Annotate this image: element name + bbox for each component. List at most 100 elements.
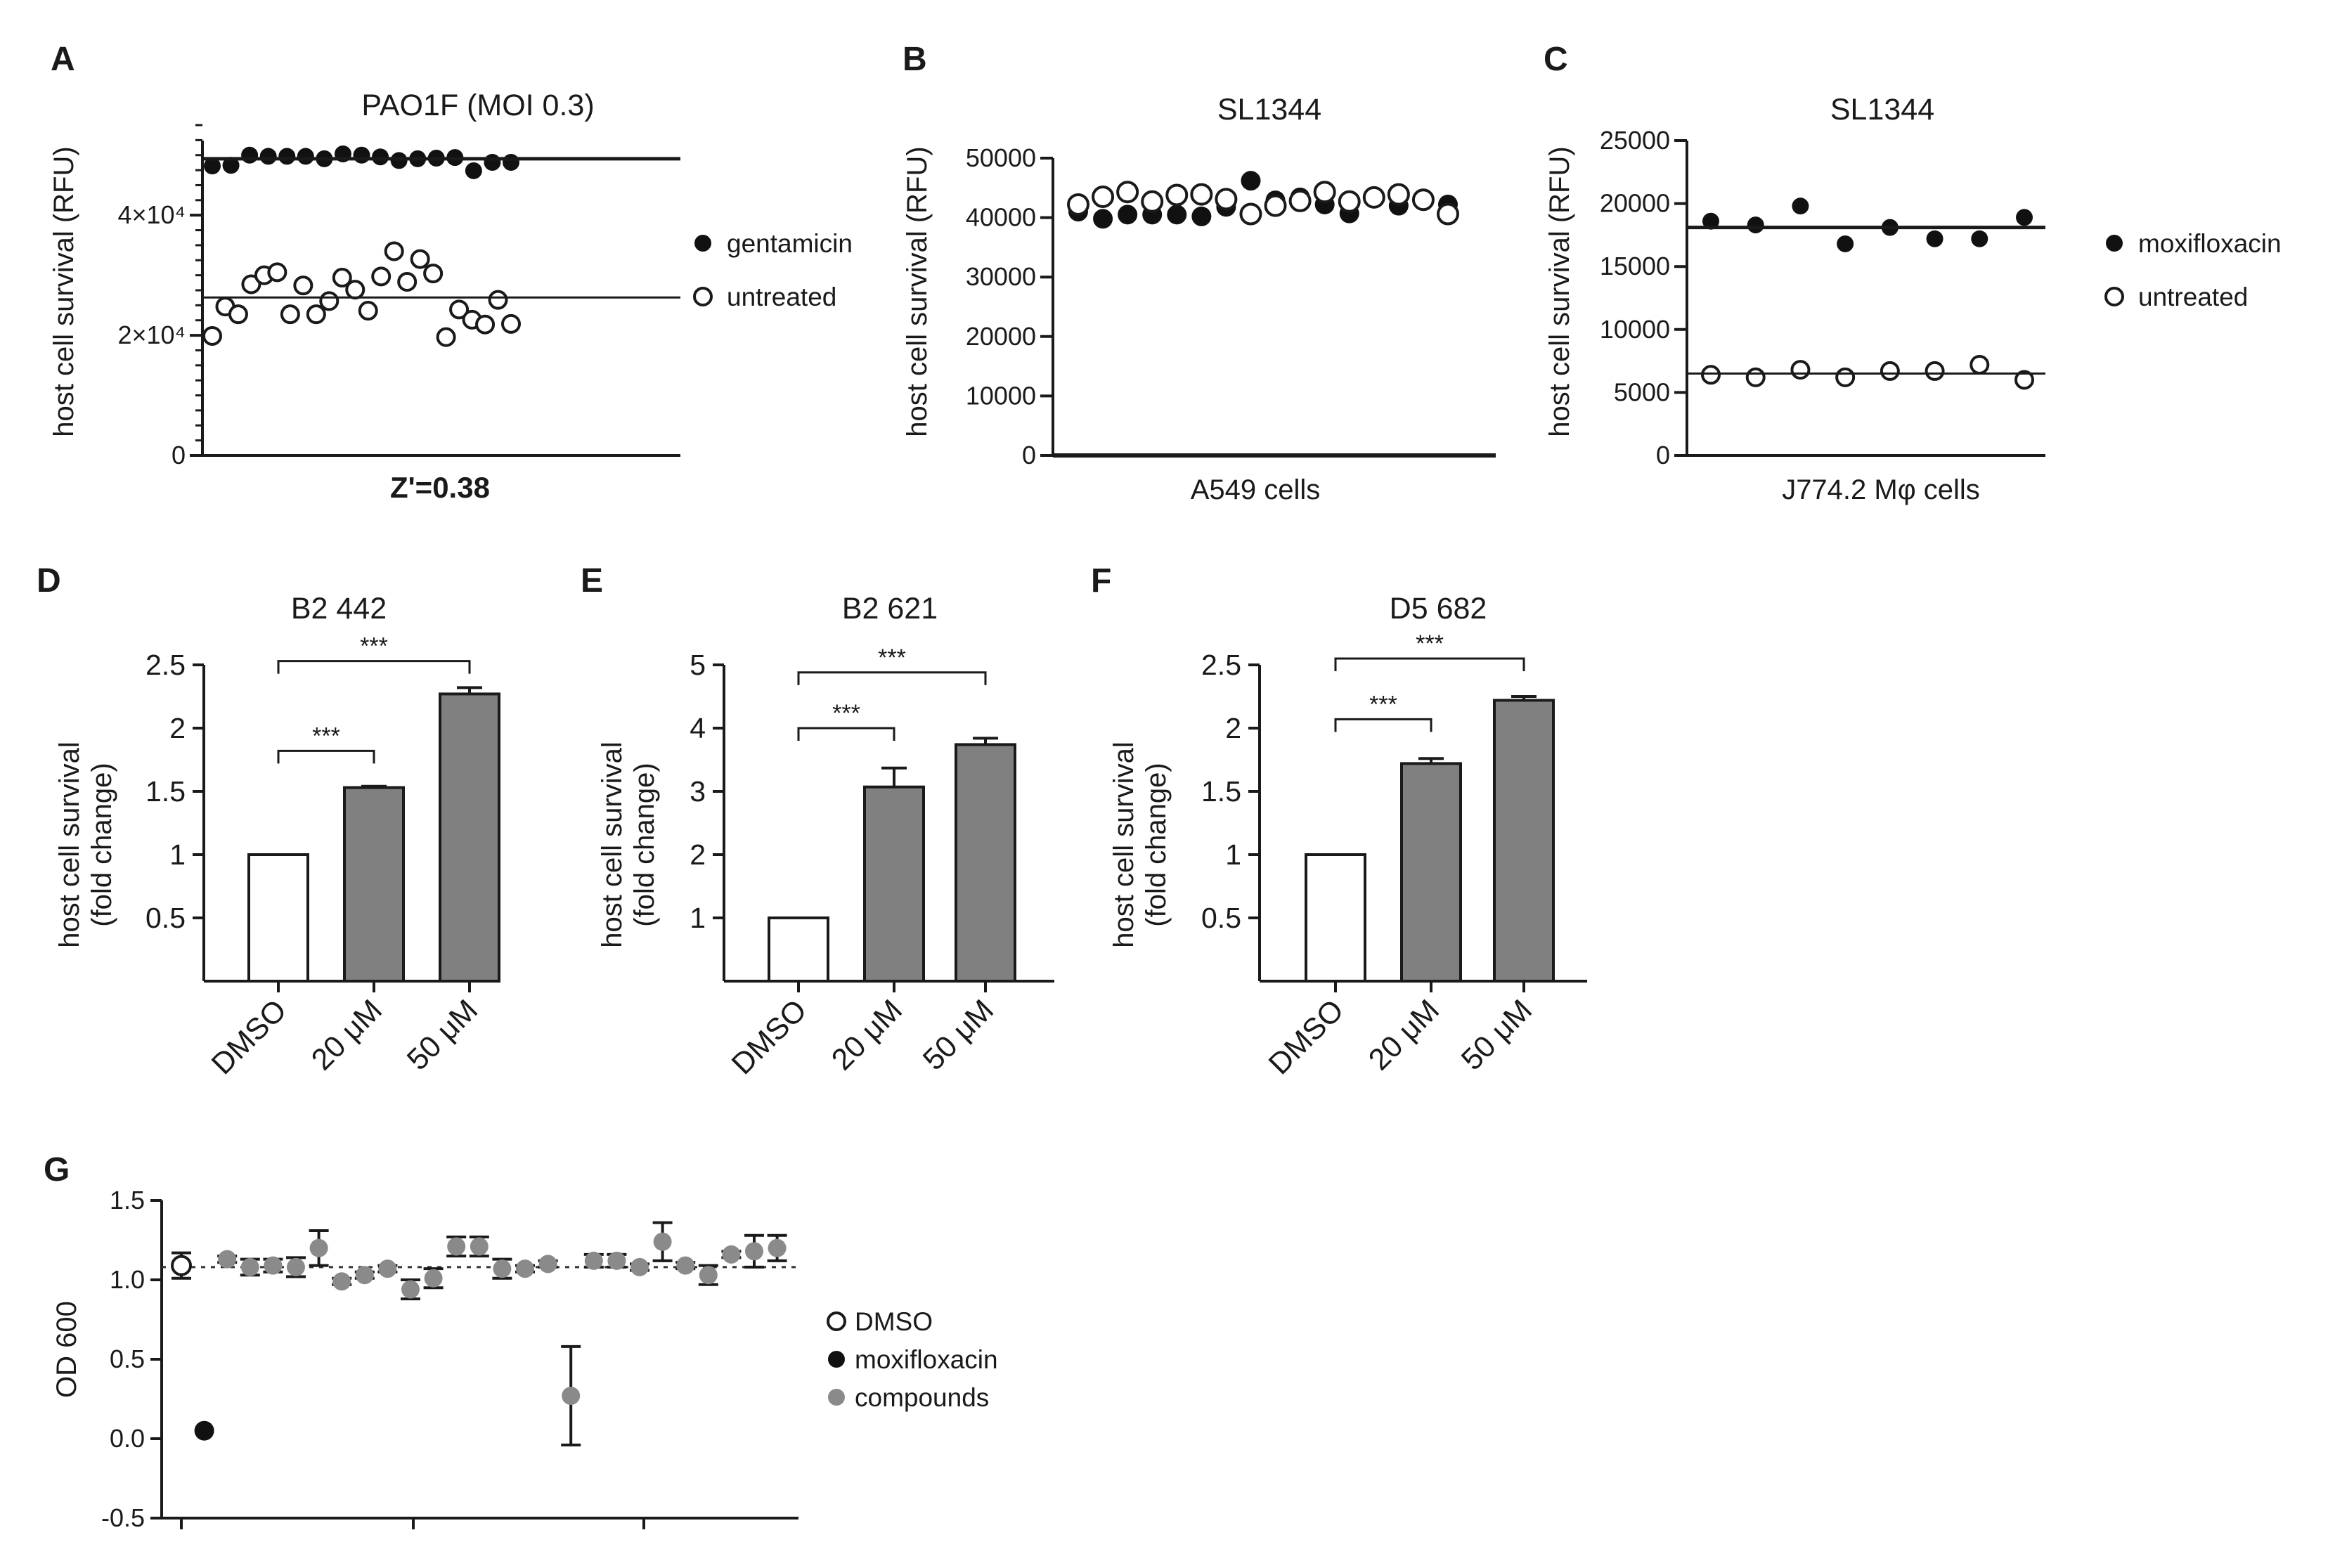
data-point-compounds [401,1280,420,1299]
y-tick-label: 0.5 [1201,902,1241,934]
significance-bracket [797,727,895,741]
significance-label: *** [360,633,388,660]
data-point-compounds [424,1269,443,1288]
data-point-untreated [1701,365,1721,385]
data-point-untreated [319,291,339,311]
data-point-compounds [630,1257,649,1276]
data-point-DMSO [171,1255,192,1276]
data-point-untreated [2014,370,2034,390]
y-tick-label: 40000 [966,203,1036,232]
significance-label: *** [312,723,340,749]
data-point-untreated [410,249,430,269]
y-axis-label-units: (fold change) [1141,763,1172,926]
data-point-moxifloxacin [1837,235,1854,252]
legend-marker-untreated [2104,287,2124,306]
data-point-gentamicin [390,152,408,169]
data-point-untreated [1165,183,1189,207]
data-point-untreated [280,304,300,325]
data-point-untreated [241,274,261,294]
data-point-compounds [309,1238,328,1257]
y-tick-label: 1 [169,838,186,871]
data-point-untreated [1067,193,1089,216]
data-point-untreated [332,268,352,288]
y-axis-label: host cell survival (RFU) [48,146,79,436]
y-tick-label: 1.5 [110,1186,145,1214]
x-category-label: DMSO [205,993,293,1081]
data-point-compounds [287,1257,305,1276]
data-point-compounds [355,1266,374,1285]
data-point-moxifloxacin [1926,230,1943,247]
y-axis-label: host cell survival [54,741,85,947]
bar-2 [439,692,500,983]
data-point-moxifloxacin [1702,212,1719,230]
legend-label-gentamicin: gentamicin [727,229,853,258]
legend-label-untreated: untreated [727,283,836,311]
data-point-moxifloxacin [1747,216,1764,234]
data-point-gentamicin [465,162,482,179]
y-tick-label: 2.5 [145,649,186,681]
data-point-untreated [1264,194,1287,217]
y-tick-label: 15000 [1600,252,1670,280]
bar-2 [1493,699,1555,983]
bar-1 [343,786,405,983]
y-tick-label: 0.5 [145,902,186,934]
y-tick-label: 1.5 [1201,775,1241,808]
data-point-untreated [1239,202,1262,226]
data-point-untreated [1790,360,1811,380]
legend-marker-moxifloxacin [828,1351,845,1368]
data-point-moxifloxacin [1191,206,1212,226]
y-tick-label: 2.5 [1201,649,1241,681]
data-point-untreated [1313,181,1336,204]
data-point-gentamicin [241,146,259,164]
significance-label: *** [832,700,860,727]
x-category-label: 50 μM [401,993,484,1077]
y-tick-label: 2 [1225,712,1241,744]
significance-bracket [277,660,471,674]
data-point-moxifloxacin [1118,205,1138,225]
legend-label-untreated: untreated [2138,283,2248,311]
panel-label: C [1544,41,1568,78]
panel-title: B2 621 [842,592,938,626]
data-point-gentamicin [222,157,240,174]
y-tick-label: 25000 [1600,126,1670,155]
data-point-compounds [607,1251,626,1270]
y-axis-label: host cell survival (RFU) [1544,146,1575,436]
y-tick-label: 4×10⁴ [117,200,186,229]
data-point-compounds [447,1237,466,1256]
data-point-untreated [358,301,378,321]
x-axis-label: Z'=0.38 [390,471,490,504]
data-point-moxifloxacin [1792,197,1809,215]
y-tick-label: 2×10⁴ [117,320,186,349]
panel-title: SL1344 [1830,93,1934,127]
y-axis-label: host cell survival (RFU) [902,146,933,436]
y-tick-label: 20000 [966,322,1036,351]
data-point-untreated [475,314,496,335]
data-point-gentamicin [353,146,370,164]
data-point-untreated [1288,189,1312,212]
data-point-compounds [584,1251,603,1270]
panel-label: E [581,562,603,600]
significance-label: *** [1369,691,1397,718]
significance-label: *** [878,644,906,671]
x-category-label: 50 μM [917,993,1000,1077]
data-point-compounds [378,1259,397,1278]
data-point-compounds [470,1237,489,1256]
x-category-label: DMSO [1262,993,1350,1081]
data-point-untreated [1925,361,1945,381]
data-point-moxifloxacin [1241,171,1261,191]
data-point-untreated [423,264,444,284]
y-tick-label: 10000 [1600,315,1670,344]
data-point-untreated [501,313,521,334]
y-tick-label: 1 [1225,838,1241,871]
panel-title: SL1344 [1217,93,1321,127]
data-point-gentamicin [484,153,501,171]
data-point-compounds [516,1259,534,1278]
data-point-untreated [397,272,418,292]
legend-marker-DMSO [827,1311,846,1331]
y-axis-label: OD 600 [51,1301,82,1398]
y-tick-label: 2 [169,712,186,744]
data-point-moxifloxacin [194,1420,214,1441]
y-tick-label: 0 [1022,441,1036,469]
y-tick-label: 5 [690,649,706,681]
data-point-gentamicin [259,148,277,165]
